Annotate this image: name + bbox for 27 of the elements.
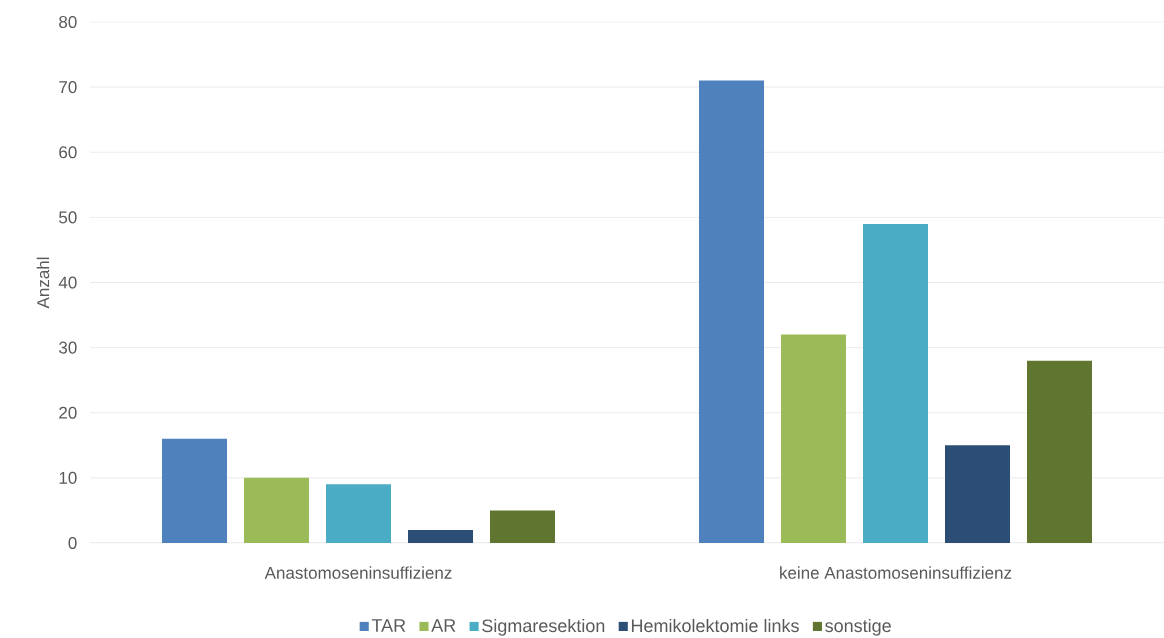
y-tick-label: 30 <box>59 341 77 354</box>
legend-label: Hemikolektomie links <box>631 618 799 633</box>
bar <box>699 80 765 543</box>
bar <box>244 477 310 543</box>
y-tick-label: 60 <box>59 146 77 159</box>
x-tick-label: keine Anastomoseninsuffizienz <box>780 566 1012 579</box>
y-tick-label: 0 <box>68 536 77 550</box>
legend-label: Sigmaresektion <box>482 618 605 636</box>
bar <box>945 445 1010 543</box>
y-tick-label: 50 <box>59 211 77 224</box>
y-tick-label: 80 <box>59 15 77 29</box>
bar <box>1027 360 1092 543</box>
y-tick-label: 40 <box>58 276 77 289</box>
legend-label: TAR <box>371 619 406 632</box>
bar <box>162 438 228 543</box>
bar <box>490 510 556 543</box>
y-tick-label: 20 <box>59 406 77 419</box>
bar <box>863 223 928 543</box>
y-tick-label: 10 <box>59 471 77 484</box>
bar <box>408 529 474 543</box>
y-axis-title: Anzahl <box>36 257 50 309</box>
legend-label: sonstige <box>825 618 891 636</box>
y-tick-label: 70 <box>59 81 77 94</box>
legend-label: AR <box>431 619 456 632</box>
bar <box>326 484 392 543</box>
bar <box>781 334 846 543</box>
x-tick-label: Anastomoseninsuffizienz <box>264 566 452 579</box>
